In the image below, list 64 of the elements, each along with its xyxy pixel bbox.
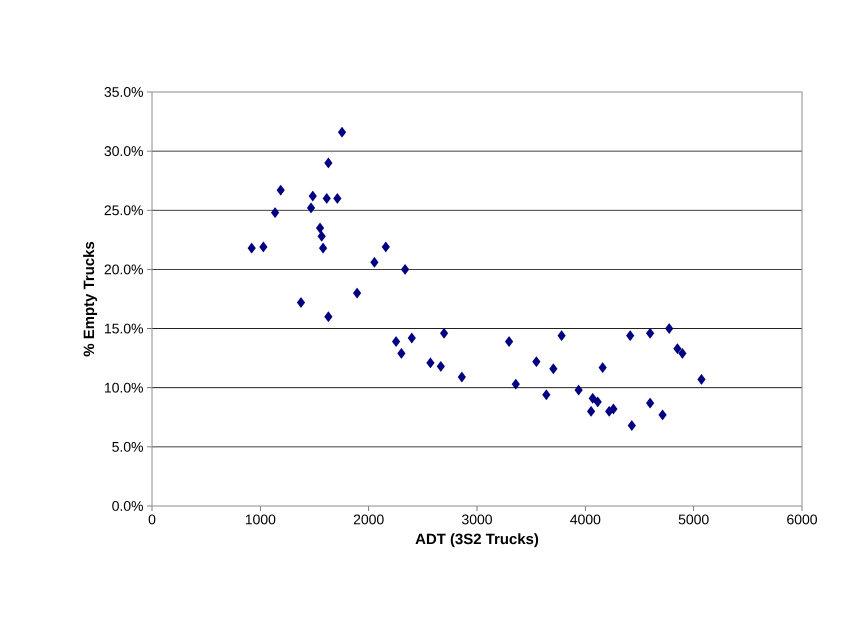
point xyxy=(549,363,558,374)
point xyxy=(259,242,268,252)
point xyxy=(436,361,445,372)
point xyxy=(392,336,400,347)
point xyxy=(646,328,654,339)
y-tick-label: 10.0% xyxy=(105,382,143,393)
point xyxy=(646,398,654,408)
point xyxy=(542,389,550,400)
point xyxy=(276,184,285,196)
point xyxy=(324,158,332,168)
y-tick-label: 20.0% xyxy=(104,264,143,274)
point xyxy=(318,230,326,242)
x-tick-label: 2000 xyxy=(354,514,384,524)
point xyxy=(458,372,466,382)
point xyxy=(678,348,687,359)
point xyxy=(248,242,256,254)
point xyxy=(609,404,618,414)
point xyxy=(400,264,410,275)
point xyxy=(598,362,607,373)
y-tick-label: 35.0% xyxy=(104,87,143,97)
x-tick-label: 5000 xyxy=(678,514,709,524)
point xyxy=(558,330,566,342)
y-axis-title: % Empty Trucks xyxy=(83,242,98,356)
point xyxy=(574,384,583,396)
x-axis-title: ADT (3S2 Trucks) xyxy=(416,533,538,548)
point xyxy=(665,323,674,334)
point xyxy=(588,392,597,404)
point xyxy=(504,336,514,347)
point xyxy=(382,242,390,252)
point xyxy=(270,207,280,218)
point xyxy=(324,311,332,322)
y-tick-label: 30.0% xyxy=(104,146,143,156)
x-tick-label: 0 xyxy=(148,514,156,524)
point xyxy=(594,396,602,408)
point xyxy=(673,343,682,354)
point xyxy=(532,356,540,368)
x-tick-label: 6000 xyxy=(787,514,817,524)
y-tick-label: 0.0% xyxy=(112,501,143,511)
point xyxy=(318,242,328,254)
point xyxy=(370,256,379,268)
x-tick-label: 1000 xyxy=(246,514,276,524)
point xyxy=(397,348,406,359)
y-tick-label: 15.0% xyxy=(105,324,143,334)
point xyxy=(308,190,317,202)
point xyxy=(512,378,520,390)
point xyxy=(626,330,634,342)
point xyxy=(586,406,596,417)
point xyxy=(426,357,435,368)
point xyxy=(316,222,324,234)
x-tick-label: 3000 xyxy=(462,514,492,524)
y-tick-label: 5.0% xyxy=(112,442,143,452)
point xyxy=(296,297,306,308)
point xyxy=(306,202,316,214)
point xyxy=(338,126,346,138)
point xyxy=(628,420,636,431)
y-tick-label: 25.0% xyxy=(104,205,143,216)
x-tick-label: 4000 xyxy=(570,514,600,524)
point xyxy=(408,332,416,344)
point xyxy=(697,374,706,385)
point xyxy=(658,410,667,420)
point xyxy=(440,328,448,339)
point xyxy=(322,193,331,204)
point xyxy=(352,288,362,298)
point xyxy=(333,193,342,204)
